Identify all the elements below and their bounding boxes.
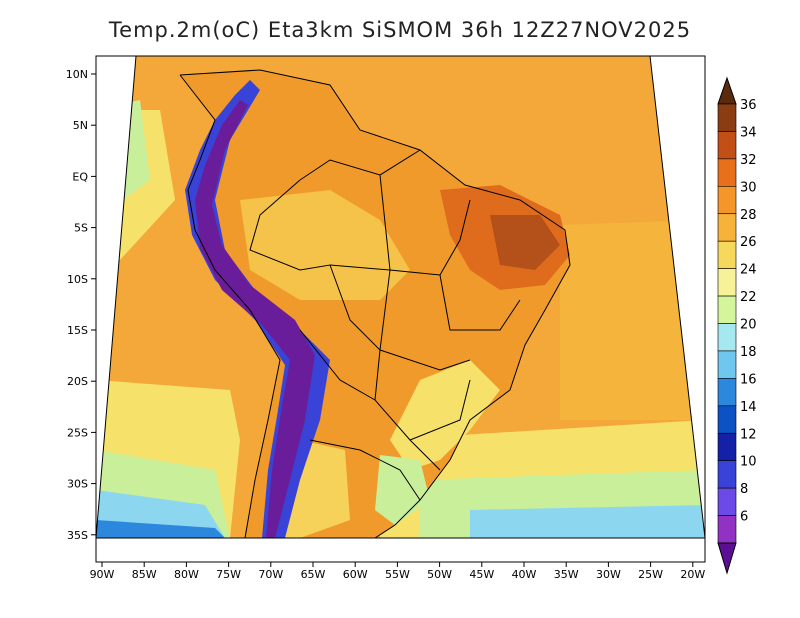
field-amazon-interior xyxy=(240,190,410,300)
lat-tick-label: 5N xyxy=(73,119,88,132)
lon-tick-label: 25W xyxy=(638,568,663,581)
colorbar-segment xyxy=(717,158,737,187)
lat-tick-label: 35S xyxy=(67,529,88,542)
colorbar-label: 26 xyxy=(740,235,757,250)
colorbar-label: 14 xyxy=(740,400,757,415)
colorbar-segment xyxy=(717,186,737,215)
field-atlantic-orange xyxy=(560,220,705,420)
lat-tick-label: 10S xyxy=(67,273,88,286)
lon-tick-label: 80W xyxy=(174,568,199,581)
lon-tick-label: 55W xyxy=(385,568,410,581)
colorbar-label: 16 xyxy=(740,372,757,387)
colorbar-segment xyxy=(717,378,737,407)
colorbar-segment xyxy=(717,268,737,297)
lon-tick-label: 70W xyxy=(258,568,283,581)
field-northeast-hottest xyxy=(490,215,560,270)
temperature-field xyxy=(96,56,705,538)
colorbar-segment xyxy=(717,432,737,461)
latitude-axis: 10N 5N EQ 5S 10S 15S 20S 25S 30S 35S xyxy=(66,68,96,542)
colorbar-label: 24 xyxy=(740,263,757,278)
field-pacific-blue xyxy=(96,520,225,538)
lon-tick-label: 45W xyxy=(469,568,494,581)
color-legend: 36 34 32 30 28 26 24 22 20 18 16 14 12 10 8 6 xyxy=(717,76,757,575)
lat-tick-label: 20S xyxy=(67,375,88,388)
colorbar-label: 34 xyxy=(740,125,757,140)
colorbar-label: 28 xyxy=(740,208,757,223)
lat-tick-label: 30S xyxy=(67,478,88,491)
lat-tick-label: EQ xyxy=(72,170,88,183)
lon-tick-label: 20W xyxy=(680,568,705,581)
lon-tick-label: 60W xyxy=(343,568,368,581)
colorbar-label: 10 xyxy=(740,455,757,470)
colorbar-segment xyxy=(717,515,737,544)
colorbar-bottom-arrow xyxy=(717,542,737,575)
field-atlantic-cyan xyxy=(470,505,705,538)
colorbar-segment xyxy=(717,295,737,324)
border-brazil-west xyxy=(249,179,441,471)
lon-tick-label: 85W xyxy=(132,568,157,581)
colorbar-segment xyxy=(717,350,737,379)
border-argentina xyxy=(309,439,421,501)
field-southeast-cool xyxy=(390,360,500,470)
border-states-5 xyxy=(409,379,471,441)
colorbar-label: 22 xyxy=(740,290,757,305)
longitude-axis: 90W 85W 80W 75W 70W 65W 60W 55W 50W 45W 40W 35W 30W 2… xyxy=(90,562,705,581)
lon-tick-label: 65W xyxy=(301,568,326,581)
colorbar-segment xyxy=(717,487,737,516)
colorbar-label: 32 xyxy=(740,153,757,168)
colorbar-label: 8 xyxy=(740,482,748,497)
colorbar-label: 18 xyxy=(740,345,757,360)
lat-tick-label: 10N xyxy=(66,68,88,81)
lon-tick-label: 90W xyxy=(90,568,115,581)
colorbar-segment xyxy=(717,213,737,242)
field-south-green xyxy=(375,455,430,525)
map-title: Temp.2m(oC) Eta3km SiSMOM 36h 12Z27NOV20… xyxy=(108,18,692,42)
colorbar-top-arrow xyxy=(717,76,737,105)
lon-tick-label: 40W xyxy=(512,568,537,581)
coastline xyxy=(179,69,571,539)
lon-tick-label: 50W xyxy=(427,568,452,581)
colorbar-label: 36 xyxy=(740,98,757,113)
colorbar-segment xyxy=(717,460,737,489)
colorbar-segment xyxy=(717,103,737,132)
coastline-west xyxy=(179,74,281,539)
lon-tick-label: 30W xyxy=(596,568,621,581)
border-brazil-north xyxy=(299,149,421,181)
colorbar-segment xyxy=(717,240,737,269)
border-states-2 xyxy=(439,274,521,331)
lon-tick-label: 75W xyxy=(216,568,241,581)
border-bolivia xyxy=(299,329,376,401)
colorbar-label: 20 xyxy=(740,318,757,333)
axes-box xyxy=(95,55,706,563)
colorbar-label: 30 xyxy=(740,180,757,195)
political-borders xyxy=(179,69,571,539)
colorbar-segment xyxy=(717,323,737,352)
colorbar-segment xyxy=(717,405,737,434)
lon-tick-label: 35W xyxy=(554,568,579,581)
colorbar-label: 12 xyxy=(740,427,757,442)
lat-tick-label: 15S xyxy=(67,324,88,337)
colorbar-label: 6 xyxy=(740,510,748,525)
field-andes-cold xyxy=(195,100,315,538)
lat-tick-label: 25S xyxy=(67,426,88,439)
border-states-4 xyxy=(329,264,391,271)
border-states-3 xyxy=(379,269,471,371)
lat-tick-label: 5S xyxy=(74,222,88,235)
colorbar-segment xyxy=(717,131,737,160)
